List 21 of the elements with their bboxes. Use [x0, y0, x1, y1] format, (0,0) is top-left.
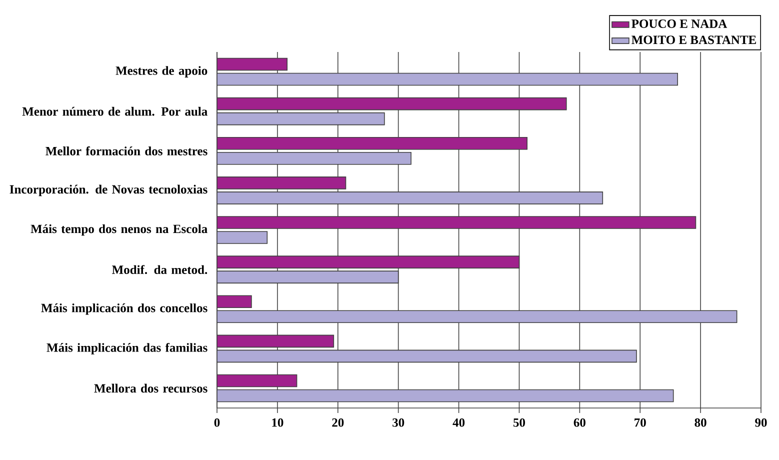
y-tick-label: Incorporación. de Novas tecnoloxias	[10, 184, 208, 196]
x-tick-label: 10	[272, 418, 284, 427]
y-tick-label: Mestres de apoio	[116, 66, 208, 78]
x-tick-label: 20	[332, 418, 344, 427]
x-tick-label: 50	[513, 418, 526, 427]
y-tick-label: Menor número de alum. Por aula	[22, 106, 208, 116]
y-tick-label: Máis tempo dos nenos na Escola	[30, 224, 208, 236]
legend-label: POUCO E NADA	[632, 20, 728, 28]
y-tick-label: Máis implicación dos concellos	[41, 303, 208, 315]
x-tick-label: 70	[634, 418, 646, 427]
x-tick-label: 90	[755, 418, 767, 427]
x-tick-label: 40	[452, 418, 465, 427]
y-tick-label: Mellor formación dos mestres	[46, 146, 208, 156]
x-tick-label: 0	[214, 418, 220, 427]
y-tick-label: Modif. da metod.	[112, 265, 208, 274]
x-tick-label: 80	[694, 418, 706, 427]
x-tick-label: 30	[392, 418, 404, 427]
x-tick-label: 60	[574, 418, 586, 427]
y-tick-label: Máis implicación das familias	[46, 342, 208, 354]
y-tick-label: Mellora dos recursos	[94, 384, 208, 393]
legend-label: MOITO E BASTANTE	[632, 36, 756, 44]
